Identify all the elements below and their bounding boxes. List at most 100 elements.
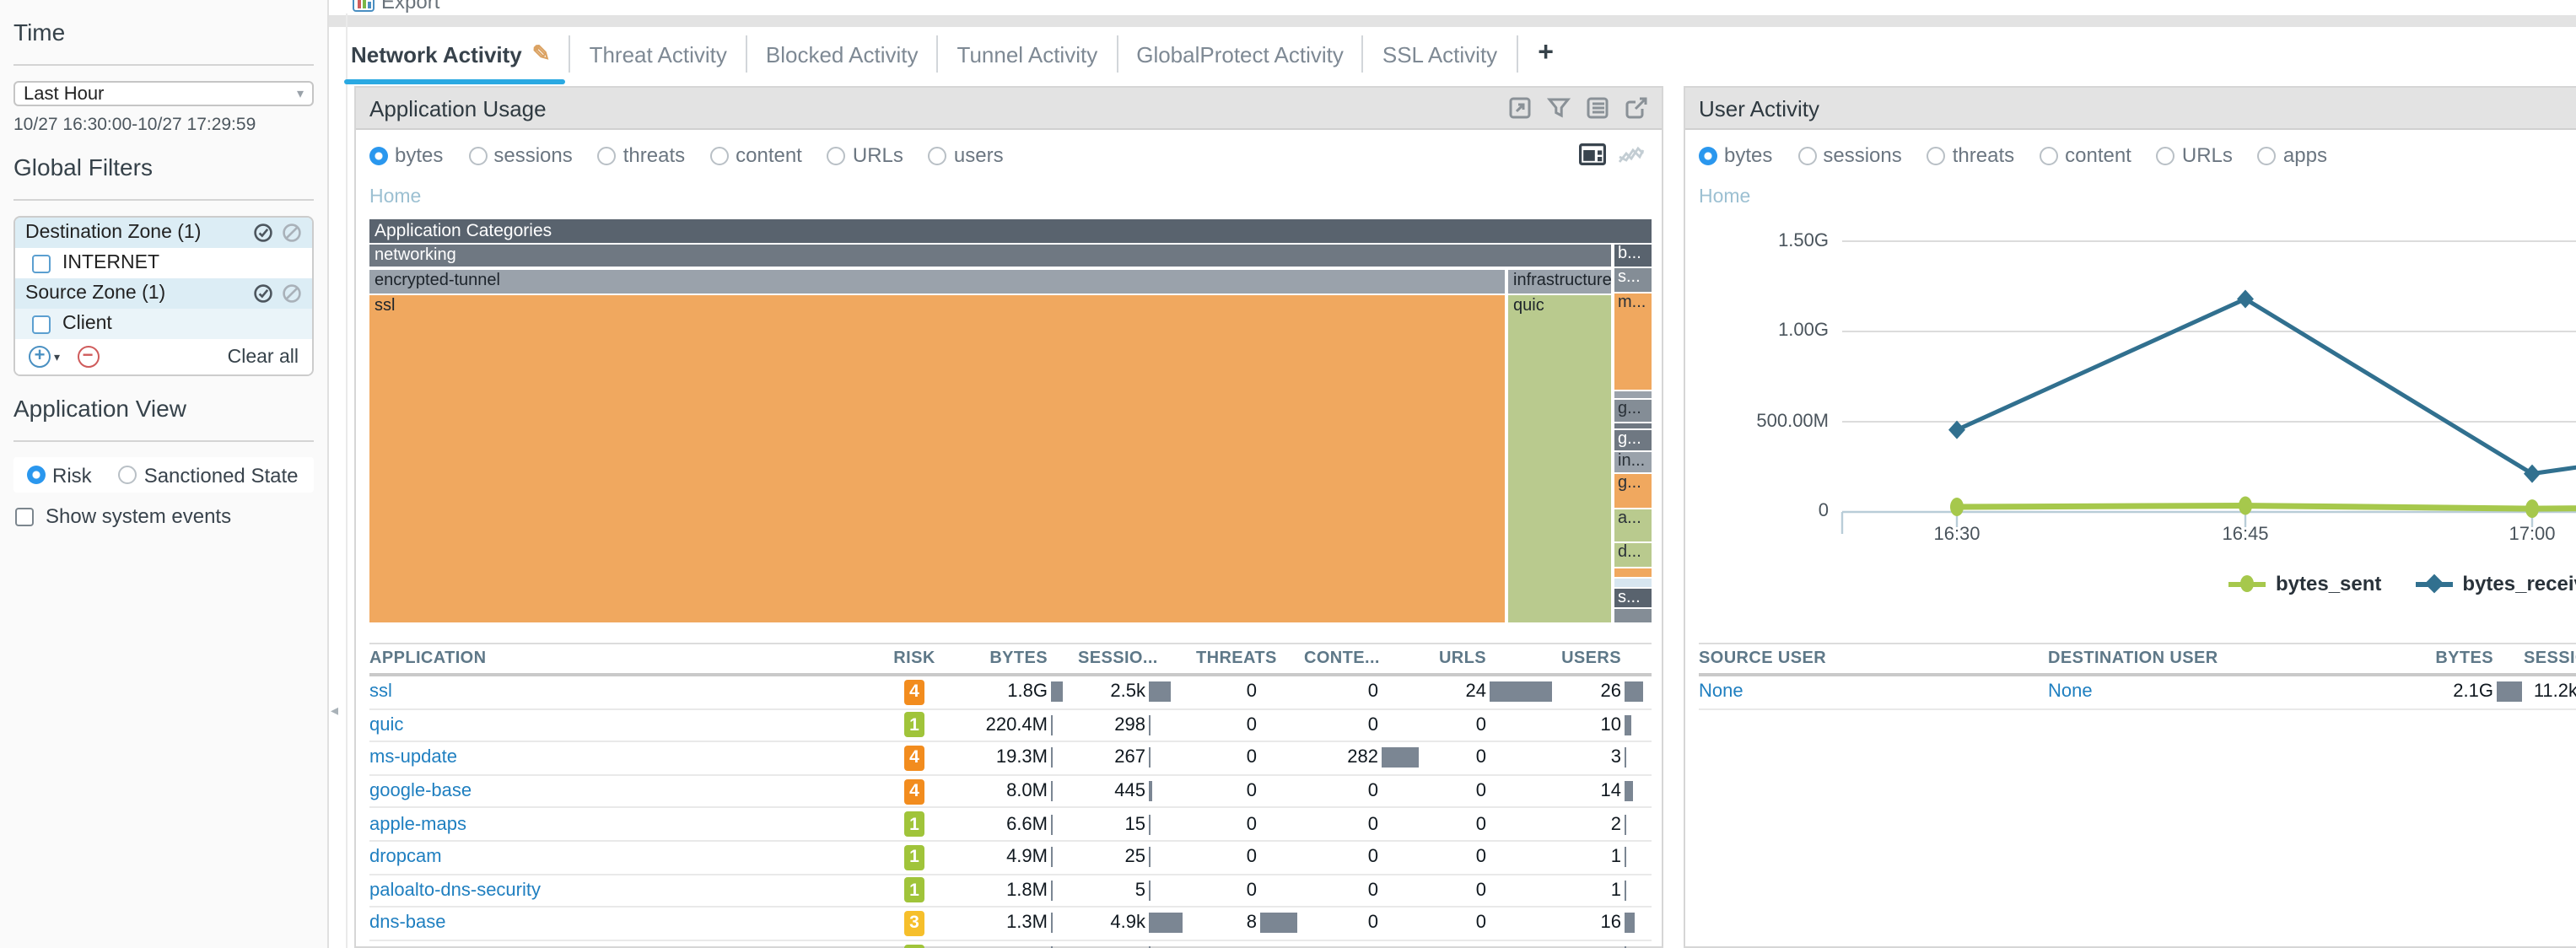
treemap-networking[interactable]: networking bbox=[369, 245, 1611, 267]
treemap-cell[interactable]: g... bbox=[1614, 474, 1652, 508]
metric-radio[interactable]: content bbox=[710, 143, 802, 167]
col-sessions[interactable]: SESSIO bbox=[2524, 649, 2576, 668]
sidebar-collapse-icon[interactable]: ◂ bbox=[331, 702, 338, 720]
check-circle-icon[interactable] bbox=[253, 223, 273, 243]
metric-radio[interactable]: sessions bbox=[468, 143, 572, 167]
show-system-events[interactable]: Show system events bbox=[15, 504, 314, 528]
metric-radio[interactable]: users bbox=[929, 143, 1004, 167]
chevron-down-icon[interactable]: ▾ bbox=[54, 350, 60, 364]
treemap-cell[interactable]: in... bbox=[1614, 452, 1652, 472]
tab[interactable]: Tunnel Activity ✎ bbox=[937, 35, 1117, 73]
metric-radio[interactable]: threats bbox=[598, 143, 685, 167]
filter-actions: + ▾ − Clear all bbox=[15, 339, 312, 374]
time-range-select[interactable]: Last Hour ▾ bbox=[13, 81, 314, 106]
metric-radio[interactable]: bytes bbox=[369, 143, 443, 167]
treemap-cell[interactable]: g... bbox=[1614, 430, 1652, 450]
filter-funnel-icon[interactable] bbox=[1547, 96, 1571, 120]
remove-filter-button[interactable]: − bbox=[77, 346, 99, 368]
block-circle-icon[interactable] bbox=[282, 283, 302, 304]
application-link[interactable]: apple-maps bbox=[369, 814, 466, 834]
source-user-link[interactable]: None bbox=[1699, 682, 1743, 703]
legend-bytes-received[interactable]: bytes_received bbox=[2415, 572, 2576, 595]
treemap-cell[interactable] bbox=[1614, 609, 1652, 622]
application-link[interactable]: dropcam bbox=[369, 848, 442, 868]
col-threats[interactable]: THREATS bbox=[1196, 649, 1257, 668]
block-circle-icon[interactable] bbox=[282, 223, 302, 243]
metric-radio[interactable]: content bbox=[2040, 143, 2131, 167]
tab[interactable]: GlobalProtect Activity ✎ bbox=[1116, 35, 1362, 73]
clear-all-link[interactable]: Clear all bbox=[228, 347, 299, 367]
radio-sanctioned-state[interactable]: Sanctioned State bbox=[119, 463, 299, 487]
application-link[interactable]: google-base bbox=[369, 781, 472, 801]
col-urls[interactable]: URLS bbox=[1429, 649, 1486, 668]
export-button[interactable]: Export bbox=[353, 0, 439, 15]
treemap-cell[interactable] bbox=[1614, 423, 1652, 428]
treemap-root[interactable]: Application Categories bbox=[369, 219, 1652, 243]
filter-group-destination-zone[interactable]: Destination Zone (1) bbox=[15, 218, 312, 248]
filter-group-source-zone[interactable]: Source Zone (1) bbox=[15, 278, 312, 309]
treemap-cell[interactable]: s... bbox=[1614, 268, 1652, 292]
col-risk[interactable]: RISK bbox=[886, 649, 943, 668]
line-chart-view-icon[interactable] bbox=[1618, 143, 1645, 165]
application-link[interactable]: paloalto-dns-security bbox=[369, 881, 541, 901]
checkbox[interactable] bbox=[32, 315, 51, 333]
col-bytes[interactable]: BYTES bbox=[943, 649, 1048, 668]
metric-radio[interactable]: bytes bbox=[1699, 143, 1772, 167]
breadcrumb[interactable]: Home bbox=[1699, 187, 1750, 207]
metric-radio[interactable]: threats bbox=[1927, 143, 2014, 167]
checkbox[interactable] bbox=[32, 254, 51, 272]
urls-value: 0 bbox=[1429, 814, 1486, 834]
tab[interactable]: SSL Activity ✎ bbox=[1362, 35, 1516, 73]
treemap-cell[interactable]: a... bbox=[1614, 509, 1652, 541]
add-tab-button[interactable]: + bbox=[1516, 35, 1574, 73]
edit-pencil-icon[interactable]: ✎ bbox=[532, 40, 551, 67]
metric-radio[interactable]: sessions bbox=[1797, 143, 1901, 167]
tab[interactable]: Network Activity ✎ bbox=[348, 35, 569, 73]
check-circle-icon[interactable] bbox=[253, 283, 273, 304]
treemap-encrypted-tunnel[interactable]: encrypted-tunnel bbox=[369, 269, 1505, 293]
treemap-cell[interactable] bbox=[1614, 579, 1652, 587]
table-view-icon[interactable] bbox=[1586, 96, 1609, 120]
filter-item-internet[interactable]: INTERNET bbox=[15, 248, 312, 278]
col-sessions[interactable]: SESSIO... bbox=[1078, 649, 1145, 668]
treemap-cell[interactable] bbox=[1614, 391, 1652, 398]
application-link[interactable]: quic bbox=[369, 715, 403, 735]
export-panel-icon[interactable] bbox=[1625, 96, 1648, 120]
treemap-cell[interactable]: m... bbox=[1614, 294, 1652, 390]
col-application[interactable]: APPLICATION bbox=[369, 649, 886, 668]
application-link[interactable]: ssl bbox=[369, 682, 392, 703]
treemap-infrastructure[interactable]: infrastructure bbox=[1508, 269, 1611, 293]
treemap-cell[interactable]: b... bbox=[1614, 245, 1652, 267]
radio-risk[interactable]: Risk bbox=[27, 463, 92, 487]
toolbar-bottom-strip bbox=[329, 15, 2576, 27]
col-content[interactable]: CONTE... bbox=[1304, 649, 1378, 668]
application-link[interactable]: ms-update bbox=[369, 748, 457, 768]
breadcrumb[interactable]: Home bbox=[369, 187, 421, 207]
col-users[interactable]: USERS bbox=[1557, 649, 1621, 668]
line-chart-svg[interactable] bbox=[1685, 219, 2576, 548]
metric-radio[interactable]: URLs bbox=[2157, 143, 2233, 167]
legend-bytes-sent[interactable]: bytes_sent bbox=[2228, 572, 2381, 595]
treemap-quic[interactable]: quic bbox=[1508, 295, 1611, 622]
col-source-user[interactable]: SOURCE USER bbox=[1699, 649, 2048, 668]
filter-item-client[interactable]: Client bbox=[15, 309, 312, 339]
destination-user-link[interactable]: None bbox=[2048, 682, 2093, 703]
tab[interactable]: Threat Activity ✎ bbox=[569, 35, 746, 73]
treemap-cell[interactable] bbox=[1614, 568, 1652, 577]
treemap-cell[interactable]: d... bbox=[1614, 543, 1652, 567]
application-link[interactable]: dns-base bbox=[369, 913, 446, 934]
metric-radio[interactable]: apps bbox=[2258, 143, 2327, 167]
treemap-ssl[interactable]: ssl bbox=[369, 295, 1505, 622]
treemap-view-icon[interactable] bbox=[1579, 143, 1606, 165]
col-bytes[interactable]: BYTES bbox=[2397, 649, 2493, 668]
treemap-cell[interactable]: s... bbox=[1614, 589, 1652, 607]
col-destination-user[interactable]: DESTINATION USER bbox=[2048, 649, 2397, 668]
sidebar-splitter[interactable] bbox=[346, 13, 348, 948]
maximize-icon[interactable] bbox=[1508, 96, 1532, 120]
add-filter-button[interactable]: + bbox=[29, 346, 51, 368]
tab[interactable]: Blocked Activity ✎ bbox=[746, 35, 937, 73]
metric-radio[interactable]: URLs bbox=[827, 143, 903, 167]
treemap-cell[interactable]: g... bbox=[1614, 400, 1652, 422]
checkbox[interactable] bbox=[15, 507, 34, 525]
tab-label: Blocked Activity bbox=[766, 41, 919, 67]
